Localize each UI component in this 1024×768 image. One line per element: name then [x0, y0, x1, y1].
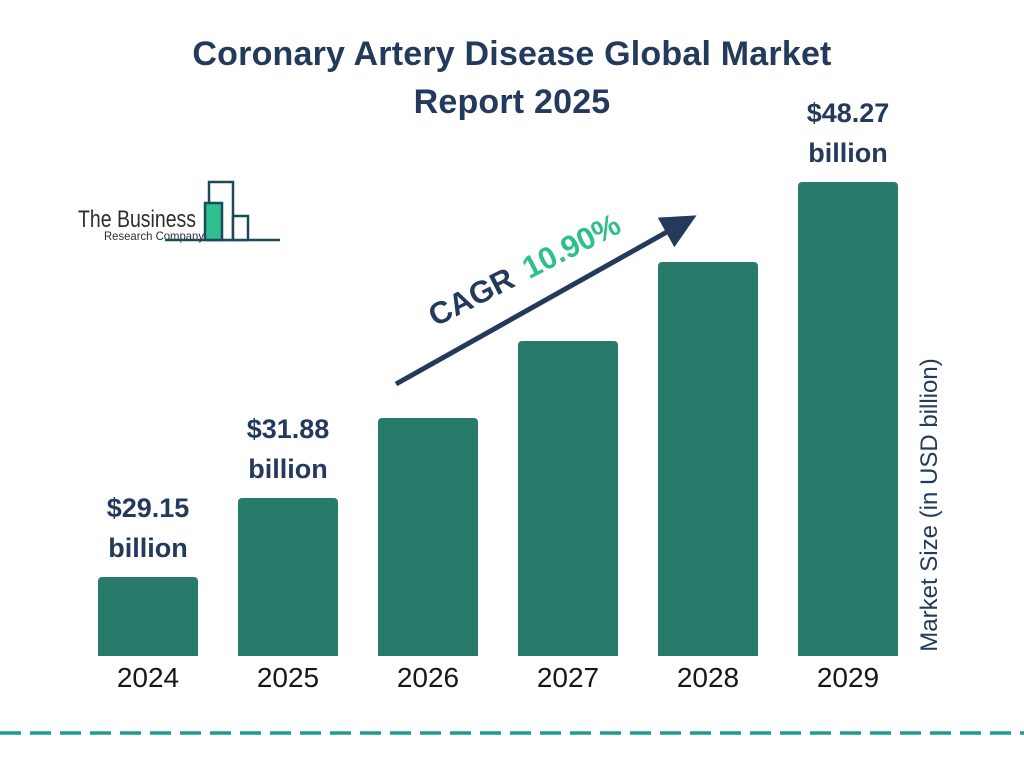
value-amount: $31.88	[246, 414, 330, 444]
x-tick-label: 2025	[256, 662, 320, 693]
value-unit: billion	[808, 138, 888, 168]
logo-bars-icon	[165, 180, 280, 242]
y-axis-label: Market Size (in USD billion)	[916, 358, 943, 652]
logo-text-line1: The Business	[78, 206, 196, 233]
company-logo: The Business Research Company	[78, 180, 280, 243]
bar-2029	[798, 182, 898, 656]
value-amount: $48.27	[806, 98, 890, 128]
bar-value-label: $48.27 billion	[738, 93, 958, 173]
bar-2024	[98, 577, 198, 656]
bar-2025	[238, 498, 338, 656]
x-tick-label: 2029	[816, 662, 880, 693]
bar-value-label: $29.15 billion	[38, 488, 258, 568]
page-title-line1: Coronary Artery Disease Global Market	[192, 35, 832, 73]
cagr-label: CAGR	[422, 260, 520, 334]
page-title-line2: Report 2025	[413, 83, 611, 121]
value-unit: billion	[248, 454, 328, 484]
cagr-value: 10.90%	[516, 206, 627, 286]
bar-2026	[378, 418, 478, 656]
page-title: Coronary Artery Disease Global Market Re…	[0, 30, 1024, 126]
value-amount: $29.15	[106, 493, 190, 523]
bottom-dashed-divider	[0, 731, 1024, 735]
bar-2028	[658, 262, 758, 656]
x-tick-label: 2024	[116, 662, 180, 693]
x-tick-label: 2026	[396, 662, 460, 693]
bar-value-label: $31.88 billion	[178, 409, 398, 489]
x-tick-label: 2027	[536, 662, 600, 693]
x-tick-label: 2028	[676, 662, 740, 693]
cagr-annotation: CAGR10.90%	[374, 182, 678, 365]
bar-2027	[518, 341, 618, 656]
value-unit: billion	[108, 533, 188, 563]
